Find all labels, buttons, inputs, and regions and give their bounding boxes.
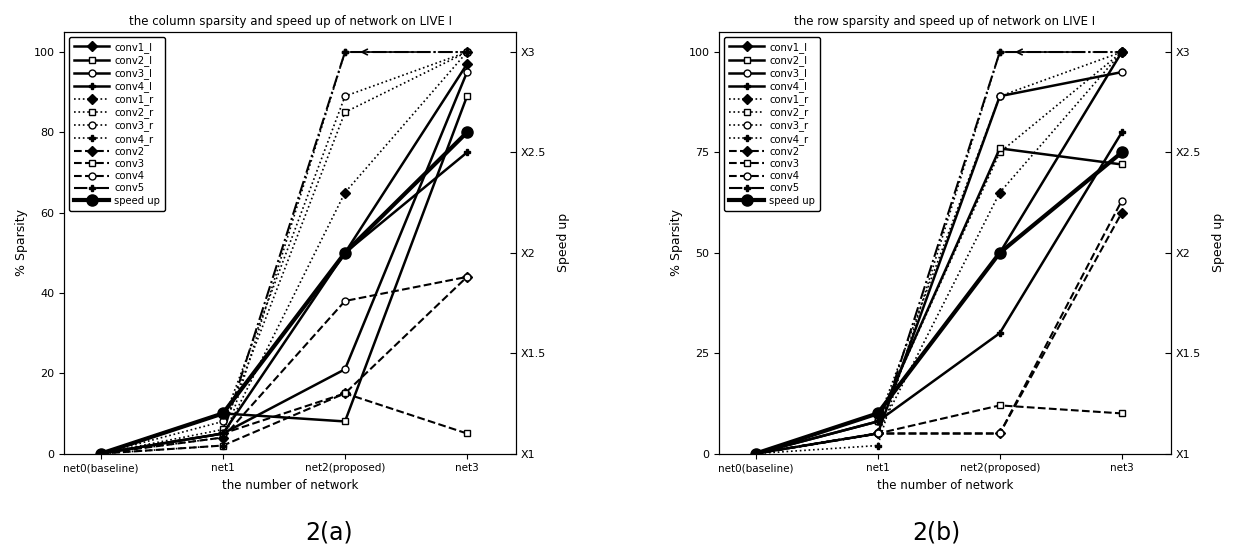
Legend: conv1_l, conv2_l, conv3_l, conv4_l, conv1_r, conv2_r, conv3_r, conv4_r, conv2, c: conv1_l, conv2_l, conv3_l, conv4_l, conv… [69,37,165,210]
Y-axis label: % Sparsity: % Sparsity [15,209,29,276]
Text: 2(b): 2(b) [913,520,960,544]
X-axis label: the number of network: the number of network [222,479,358,492]
Title: the column sparsity and speed up of network on LIVE I: the column sparsity and speed up of netw… [129,15,451,28]
Title: the row sparsity and speed up of network on LIVE I: the row sparsity and speed up of network… [795,15,1095,28]
Y-axis label: Speed up: Speed up [557,213,570,272]
Y-axis label: % Sparsity: % Sparsity [670,209,683,276]
X-axis label: the number of network: the number of network [877,479,1013,492]
Text: 2(a): 2(a) [305,520,352,544]
Legend: conv1_l, conv2_l, conv3_l, conv4_l, conv1_r, conv2_r, conv3_r, conv4_r, conv2, c: conv1_l, conv2_l, conv3_l, conv4_l, conv… [724,37,820,210]
Y-axis label: Speed up: Speed up [1211,213,1225,272]
